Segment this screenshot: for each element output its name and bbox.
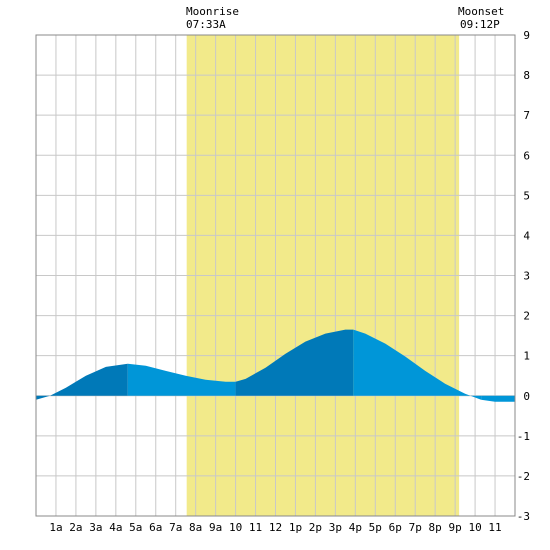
x-tick-label: 4a <box>109 521 122 534</box>
y-tick-label: 5 <box>523 189 530 202</box>
x-tick-label: 7p <box>409 521 422 534</box>
plot-frame <box>35 34 516 517</box>
y-tick-label: -1 <box>517 430 530 443</box>
y-tick-label: -3 <box>517 510 530 523</box>
x-tick-label: 11 <box>488 521 501 534</box>
y-tick-label: -2 <box>517 470 530 483</box>
x-tick-label: 5p <box>369 521 382 534</box>
y-tick-label: 3 <box>523 270 530 283</box>
x-tick-label: 3a <box>89 521 102 534</box>
x-tick-label: 4p <box>349 521 362 534</box>
tide-area-rising <box>235 329 354 396</box>
x-tick-label: 9a <box>209 521 222 534</box>
x-tick-label: 5a <box>129 521 142 534</box>
x-tick-label: 12 <box>269 521 282 534</box>
x-tick-label: 1a <box>49 521 62 534</box>
moonrise-label: Moonrise <box>186 5 239 18</box>
tide-area-falling <box>481 395 515 402</box>
x-tick-label: 10 <box>468 521 481 534</box>
x-tick-label: 7a <box>169 521 182 534</box>
y-tick-label: 4 <box>523 229 530 242</box>
x-tick-label: 8a <box>189 521 202 534</box>
tide-area-falling <box>127 363 236 396</box>
moonset-label: Moonset <box>458 5 504 18</box>
x-tick-label: 6a <box>149 521 162 534</box>
y-tick-label: 0 <box>523 390 530 403</box>
y-tick-label: 7 <box>523 109 530 122</box>
x-tick-label: 8p <box>429 521 442 534</box>
moonset-time: 09:12P <box>460 18 500 31</box>
tide-area-rising <box>50 363 128 396</box>
x-tick-label: 10 <box>229 521 242 534</box>
tide-area-rising <box>36 395 50 400</box>
tide-area-falling <box>353 329 482 400</box>
x-tick-label: 6p <box>389 521 402 534</box>
x-tick-label: 2a <box>69 521 82 534</box>
x-tick-label: 2p <box>309 521 322 534</box>
x-tick-label: 9p <box>449 521 462 534</box>
moonrise-time: 07:33A <box>186 18 226 31</box>
y-tick-label: 6 <box>523 149 530 162</box>
y-tick-label: 1 <box>523 350 530 363</box>
y-tick-label: 9 <box>523 29 530 42</box>
x-tick-label: 11 <box>249 521 262 534</box>
y-tick-label: 8 <box>523 69 530 82</box>
x-tick-label: 3p <box>329 521 342 534</box>
y-tick-label: 2 <box>523 310 530 323</box>
x-tick-label: 1p <box>289 521 302 534</box>
